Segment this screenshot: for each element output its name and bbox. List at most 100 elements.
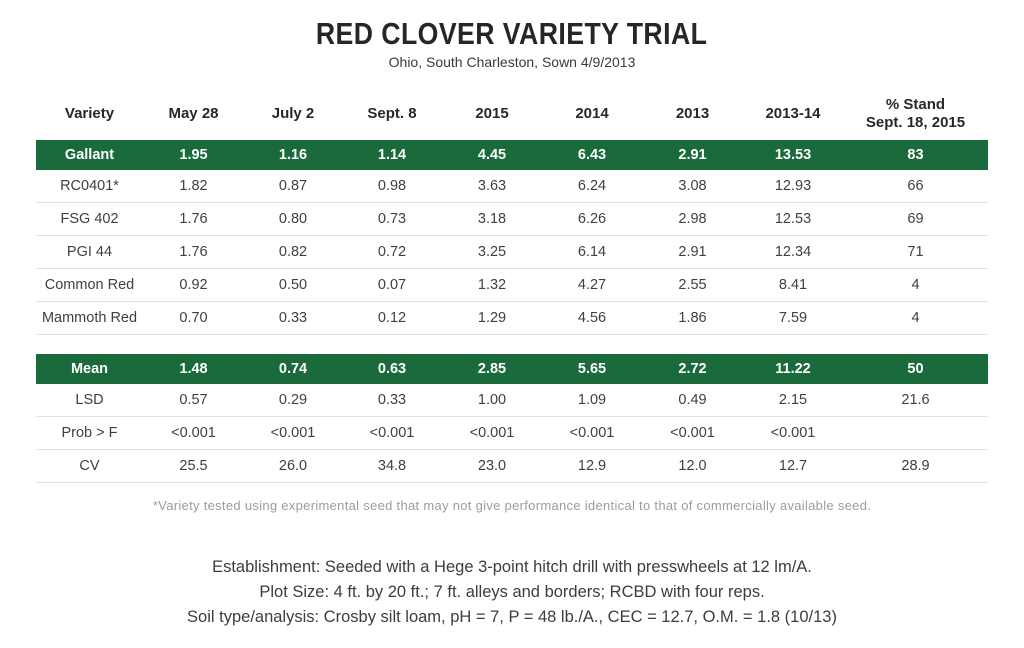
cell-value: 3.18 (442, 202, 542, 236)
cell-value: 1.86 (642, 301, 743, 335)
cell-value: 1.48 (143, 353, 244, 384)
cell-value: 12.53 (743, 202, 843, 236)
column-header: 2013 (675, 105, 710, 123)
cell-value: 0.70 (143, 301, 244, 335)
cell-value: 83 (843, 139, 988, 170)
table-row: Mammoth Red 0.70 0.33 0.12 1.29 4.56 1.86 7.59 4 (36, 301, 988, 335)
cell-value: 25.5 (143, 449, 244, 483)
highlight-row: Mean 1.48 0.74 0.63 2.85 5.65 2.72 11.22 50 (36, 353, 988, 384)
cell-value: <0.001 (143, 416, 244, 450)
cell-value: 1.14 (342, 139, 442, 170)
row-label: LSD (36, 383, 143, 417)
column-header: 2014 (575, 105, 609, 123)
cell-value: 6.14 (542, 235, 642, 269)
cell-value: 6.24 (542, 169, 642, 203)
cell-value: <0.001 (442, 416, 542, 450)
cell-value: 23.0 (442, 449, 542, 483)
cell-value: 0.63 (342, 353, 442, 384)
header-row: Variety May 28 July 2 Sept. 8 2015 2014 2013 20… (36, 92, 988, 140)
row-label: Mammoth Red (36, 301, 143, 335)
column-header: 2013-14 (765, 105, 821, 123)
cell-value: 21.6 (843, 383, 988, 417)
cell-value: 0.82 (244, 235, 342, 269)
column-header: % Stand Sept. 18, 2015 (865, 96, 966, 132)
cell-value: 1.82 (143, 169, 244, 203)
cell-value: 0.50 (244, 268, 342, 302)
cell-value: 3.63 (442, 169, 542, 203)
cell-value: 4.56 (542, 301, 642, 335)
cell-value: 0.49 (642, 383, 743, 417)
cell-value: 0.29 (244, 383, 342, 417)
cell-value: 34.8 (342, 449, 442, 483)
cell-value: <0.001 (542, 416, 642, 450)
cell-value: 0.72 (342, 235, 442, 269)
row-label: FSG 402 (36, 202, 143, 236)
cell-value: 4.45 (442, 139, 542, 170)
cell-value: 0.87 (244, 169, 342, 203)
column-header: May 28 (168, 105, 219, 123)
table-row: FSG 402 1.76 0.80 0.73 3.18 6.26 2.98 12.53 69 (36, 202, 988, 236)
page-subtitle: Ohio, South Charleston, Sown 4/9/2013 (388, 54, 636, 70)
cell-value: 66 (843, 169, 988, 203)
cell-value: 12.34 (743, 235, 843, 269)
table-row: Prob > F <0.001 <0.001 <0.001 <0.001 <0.001 <0… (36, 416, 988, 450)
cell-value: 3.25 (442, 235, 542, 269)
cell-value: 12.0 (642, 449, 743, 483)
table-row: CV 25.5 26.0 34.8 23.0 12.9 12.0 12.7 28.9 (36, 449, 988, 483)
cell-value: 50 (843, 353, 988, 384)
page-title: RED CLOVER VARIETY TRIAL (0, 0, 1024, 52)
row-label: PGI 44 (36, 235, 143, 269)
cell-value: 0.33 (244, 301, 342, 335)
cell-value: 12.7 (743, 449, 843, 483)
notes-block: Establishment: Seeded with a Hege 3-poin… (0, 555, 1024, 630)
cell-value: 1.32 (442, 268, 542, 302)
cell-value: 1.16 (244, 139, 342, 170)
column-header: July 2 (271, 105, 315, 123)
cell-value: 7.59 (743, 301, 843, 335)
cell-value: 1.29 (442, 301, 542, 335)
column-header: Variety (64, 105, 115, 123)
table-row: Common Red 0.92 0.50 0.07 1.32 4.27 2.55 8.41 4 (36, 268, 988, 302)
cell-value: 0.98 (342, 169, 442, 203)
cell-value: 6.26 (542, 202, 642, 236)
highlight-row: Gallant 1.95 1.16 1.14 4.45 6.43 2.91 13.53 83 (36, 139, 988, 170)
cell-value: 0.57 (143, 383, 244, 417)
cell-value: 12.9 (542, 449, 642, 483)
cell-value: 26.0 (244, 449, 342, 483)
cell-value: 0.80 (244, 202, 342, 236)
column-header: Sept. 8 (367, 105, 417, 123)
variety-table: Variety May 28 July 2 Sept. 8 2015 2014 2013 20… (36, 92, 988, 335)
cell-value: 4 (843, 268, 988, 302)
stats-table: Mean 1.48 0.74 0.63 2.85 5.65 2.72 11.22 50 LSD 0.… (36, 353, 988, 483)
cell-value: 2.91 (642, 235, 743, 269)
cell-value: 2.72 (642, 353, 743, 384)
cell-value: 4.27 (542, 268, 642, 302)
footnote: *Variety tested using experimental seed … (152, 497, 872, 513)
cell-value: 1.76 (143, 235, 244, 269)
cell-value: 0.33 (342, 383, 442, 417)
cell-value: 1.95 (143, 139, 244, 170)
cell-value: 11.22 (743, 353, 843, 384)
cell-value: 28.9 (843, 449, 988, 483)
cell-value: 1.76 (143, 202, 244, 236)
row-label: Gallant (36, 139, 143, 170)
page-title-text: RED CLOVER VARIETY TRIAL (316, 16, 708, 51)
cell-value: <0.001 (342, 416, 442, 450)
cell-value: 0.12 (342, 301, 442, 335)
row-label: Mean (36, 353, 143, 384)
cell-value: 0.74 (244, 353, 342, 384)
row-label: Common Red (36, 268, 143, 302)
cell-value (843, 416, 988, 450)
cell-value: 13.53 (743, 139, 843, 170)
cell-value: 71 (843, 235, 988, 269)
note-line-plot-size: Plot Size: 4 ft. by 20 ft.; 7 ft. alleys… (259, 582, 765, 601)
cell-value: 12.93 (743, 169, 843, 203)
row-label: CV (36, 449, 143, 483)
cell-value: 69 (843, 202, 988, 236)
table-row: LSD 0.57 0.29 0.33 1.00 1.09 0.49 2.15 21.6 (36, 383, 988, 417)
cell-value: 1.09 (542, 383, 642, 417)
cell-value: <0.001 (642, 416, 743, 450)
stats-table-body: Mean 1.48 0.74 0.63 2.85 5.65 2.72 11.22 50 LSD 0.… (36, 353, 988, 483)
cell-value: 2.85 (442, 353, 542, 384)
